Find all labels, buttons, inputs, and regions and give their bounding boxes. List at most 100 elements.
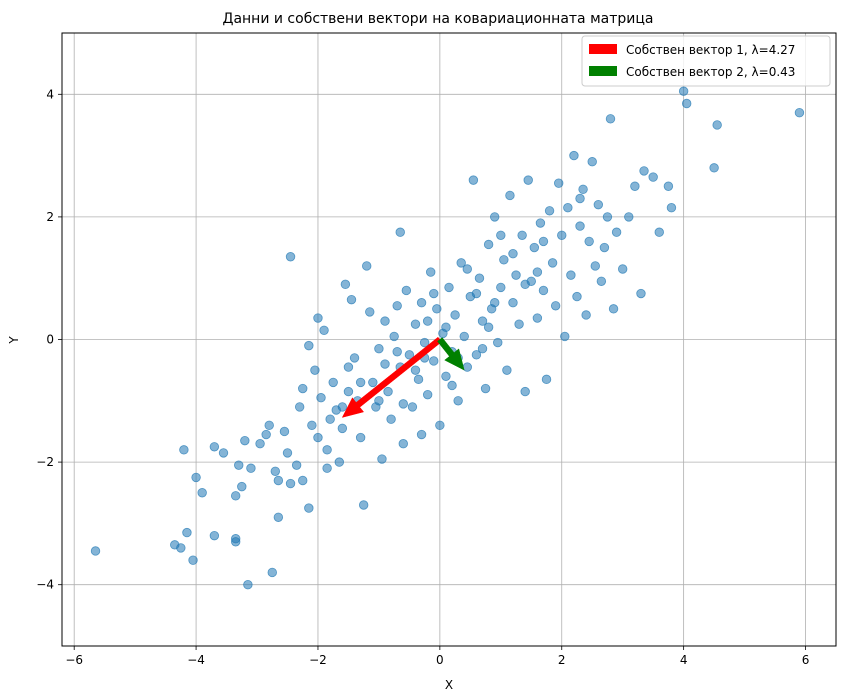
data-point bbox=[617, 264, 628, 274]
data-point bbox=[313, 313, 323, 323]
data-point bbox=[197, 488, 207, 498]
data-point bbox=[230, 537, 241, 547]
data-point bbox=[483, 322, 494, 332]
data-point bbox=[435, 420, 445, 431]
data-point bbox=[523, 175, 533, 185]
data-point bbox=[520, 279, 530, 290]
data-point bbox=[234, 460, 244, 470]
data-point bbox=[310, 365, 320, 375]
eigenvector-arrow-2 bbox=[437, 337, 465, 371]
chart-title: Данни и собствени вектори на ковариацион… bbox=[223, 11, 654, 27]
data-point bbox=[712, 120, 722, 130]
data-point bbox=[395, 227, 405, 237]
data-point bbox=[584, 236, 594, 247]
data-point bbox=[639, 166, 649, 176]
data-point bbox=[273, 475, 284, 486]
data-point bbox=[471, 288, 482, 299]
data-point bbox=[176, 543, 186, 553]
data-point bbox=[386, 414, 396, 424]
data-point bbox=[325, 414, 335, 424]
data-point bbox=[422, 316, 433, 326]
data-point bbox=[520, 386, 530, 397]
data-point bbox=[602, 212, 613, 222]
y-tick-label: 4 bbox=[46, 87, 54, 101]
data-point bbox=[355, 377, 366, 388]
data-point bbox=[340, 279, 351, 290]
x-tick-label: 6 bbox=[802, 653, 810, 667]
data-point bbox=[575, 193, 585, 204]
data-point bbox=[587, 157, 597, 167]
data-point bbox=[398, 399, 408, 409]
data-point bbox=[432, 304, 442, 314]
data-point bbox=[316, 393, 326, 403]
data-point bbox=[328, 377, 338, 388]
data-point bbox=[240, 435, 250, 446]
data-point bbox=[416, 298, 427, 308]
data-point bbox=[422, 389, 433, 400]
legend-swatch-vector-1 bbox=[589, 44, 617, 54]
x-tick-label: −2 bbox=[309, 653, 327, 667]
data-point bbox=[459, 331, 469, 342]
data-point bbox=[191, 472, 201, 483]
data-point bbox=[337, 423, 348, 434]
data-point bbox=[505, 190, 515, 201]
data-point bbox=[404, 350, 415, 360]
data-point bbox=[441, 322, 451, 332]
data-point bbox=[547, 258, 558, 268]
data-point bbox=[355, 432, 366, 443]
data-point bbox=[514, 319, 524, 329]
x-tick-label: 4 bbox=[680, 653, 688, 667]
data-point bbox=[477, 316, 488, 326]
data-point bbox=[541, 374, 552, 385]
data-point bbox=[429, 356, 439, 366]
x-tick-label: −6 bbox=[65, 653, 83, 667]
data-point bbox=[483, 239, 494, 250]
data-point bbox=[410, 319, 421, 329]
data-point bbox=[282, 448, 293, 458]
data-point bbox=[511, 270, 521, 280]
data-point bbox=[182, 527, 192, 538]
data-point bbox=[261, 429, 271, 440]
data-point bbox=[538, 285, 549, 296]
data-point bbox=[313, 432, 323, 443]
data-point bbox=[630, 181, 640, 191]
x-tick-label: −4 bbox=[187, 653, 205, 667]
data-point bbox=[304, 340, 314, 351]
data-point bbox=[462, 264, 472, 274]
data-point bbox=[365, 307, 375, 317]
data-point bbox=[346, 294, 357, 305]
data-point bbox=[480, 383, 491, 394]
data-point bbox=[304, 503, 314, 513]
data-point bbox=[298, 383, 308, 394]
legend-label-vector-2: Собствен вектор 2, λ=0.43 bbox=[626, 65, 795, 79]
y-tick-label: −4 bbox=[36, 578, 54, 592]
data-point bbox=[599, 242, 610, 253]
data-point bbox=[493, 337, 503, 348]
data-point bbox=[441, 371, 451, 381]
data-point bbox=[374, 343, 384, 354]
data-point bbox=[255, 439, 265, 449]
data-point bbox=[294, 402, 305, 412]
data-point bbox=[611, 227, 622, 237]
data-point bbox=[605, 114, 616, 124]
data-point bbox=[550, 301, 561, 311]
data-point bbox=[343, 362, 354, 372]
data-point bbox=[358, 500, 369, 510]
data-point bbox=[468, 175, 479, 185]
legend-swatch-vector-2 bbox=[589, 66, 617, 76]
data-point bbox=[334, 457, 344, 467]
legend: Собствен вектор 1, λ=4.27 Собствен векто… bbox=[581, 35, 831, 87]
data-point bbox=[298, 475, 308, 486]
data-point bbox=[624, 212, 634, 222]
data-point bbox=[681, 98, 692, 109]
data-point bbox=[429, 288, 439, 299]
data-point bbox=[557, 230, 567, 240]
data-point bbox=[209, 530, 220, 541]
data-point bbox=[593, 199, 604, 210]
data-point bbox=[508, 248, 518, 259]
data-point bbox=[380, 316, 390, 326]
data-point bbox=[447, 380, 457, 391]
data-point bbox=[535, 218, 546, 228]
y-tick-label: 0 bbox=[46, 333, 54, 347]
data-point bbox=[496, 230, 506, 240]
